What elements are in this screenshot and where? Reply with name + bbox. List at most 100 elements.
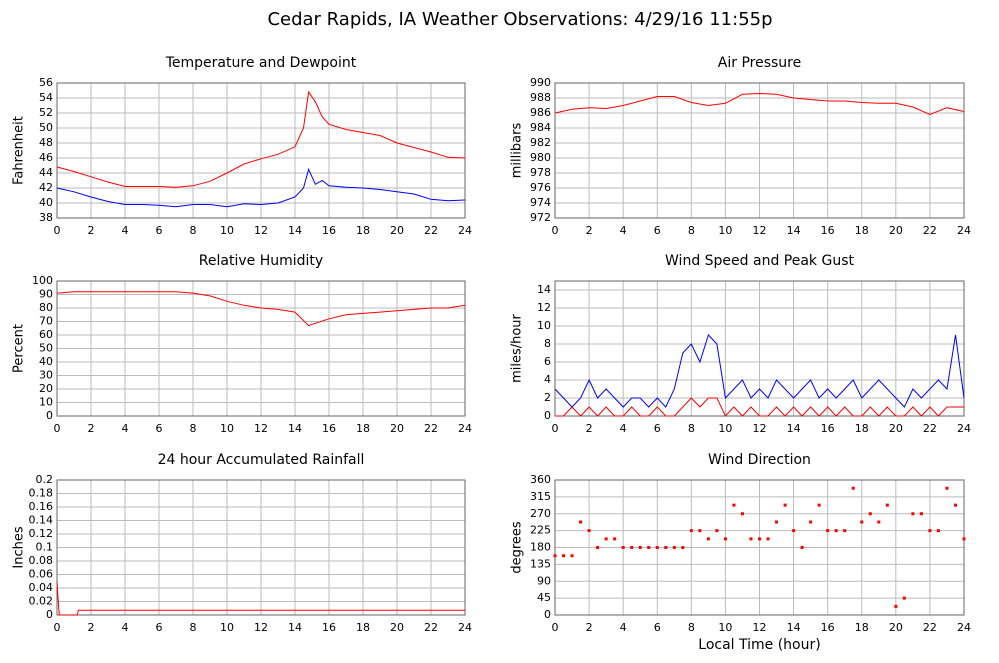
- x-tick-label: 2: [586, 422, 593, 435]
- y-tick-label: 20: [39, 382, 53, 395]
- x-tick-label: 14: [787, 422, 801, 435]
- data-line: [56, 90, 466, 188]
- y-tick-label: 38: [39, 211, 53, 224]
- y-tick-label: 80: [39, 301, 53, 314]
- x-tick-label: 24: [957, 621, 971, 634]
- y-tick-label: 0.06: [29, 568, 54, 581]
- data-point: [698, 529, 702, 533]
- data-point: [800, 546, 804, 549]
- x-tick-label: 8: [190, 224, 197, 237]
- y-axis-label: Percent: [12, 324, 27, 373]
- data-point: [945, 486, 949, 490]
- data-point: [621, 546, 625, 549]
- y-tick-label: 315: [530, 490, 551, 503]
- y-tick-label: 990: [530, 76, 551, 89]
- y-tick-label: 6: [544, 355, 551, 368]
- x-tick-label: 6: [654, 422, 661, 435]
- y-tick-label: 986: [530, 106, 551, 119]
- y-tick-label: 54: [39, 91, 53, 104]
- y-tick-label: 0.1: [36, 541, 54, 554]
- data-point: [792, 529, 796, 533]
- data-point: [723, 537, 727, 541]
- x-tick-label: 6: [654, 224, 661, 237]
- x-tick-label: 0: [54, 621, 61, 634]
- page-title: Cedar Rapids, IA Weather Observations: 4…: [267, 9, 772, 30]
- x-tick-label: 4: [620, 224, 627, 237]
- y-tick-label: 0.18: [29, 487, 54, 500]
- x-tick-label: 20: [889, 224, 903, 237]
- y-tick-label: 982: [530, 136, 551, 149]
- y-tick-label: 10: [39, 396, 53, 409]
- y-tick-label: 90: [537, 574, 551, 587]
- data-point: [596, 546, 600, 549]
- x-tick-label: 22: [424, 224, 438, 237]
- y-tick-label: 50: [39, 342, 53, 355]
- y-tick-label: 984: [530, 121, 551, 134]
- data-point: [928, 529, 932, 533]
- data-point: [766, 537, 770, 541]
- x-tick-label: 6: [156, 621, 163, 634]
- y-tick-label: 180: [530, 541, 551, 554]
- y-tick-label: 0: [544, 409, 551, 422]
- data-line: [554, 334, 965, 408]
- x-tick-label: 2: [586, 621, 593, 634]
- y-tick-label: 70: [39, 315, 53, 328]
- y-tick-label: 978: [530, 166, 551, 179]
- data-point: [851, 486, 855, 490]
- x-tick-label: 12: [753, 224, 767, 237]
- y-tick-label: 0: [46, 608, 53, 621]
- data-point: [868, 512, 872, 516]
- x-tick-label: 18: [855, 224, 869, 237]
- x-tick-label: 4: [122, 621, 129, 634]
- y-tick-label: 974: [530, 196, 551, 209]
- x-tick-label: 8: [190, 621, 197, 634]
- y-tick-label: 48: [39, 136, 53, 149]
- data-point: [604, 537, 608, 541]
- data-point: [809, 520, 813, 524]
- data-point: [894, 604, 898, 608]
- y-tick-label: 0.14: [29, 514, 54, 527]
- x-tick-label: 16: [821, 621, 835, 634]
- plot-border: [56, 280, 466, 417]
- x-tick-label: 4: [122, 224, 129, 237]
- y-tick-label: 0.08: [29, 554, 54, 567]
- data-point: [553, 554, 557, 558]
- y-tick-label: 976: [530, 181, 551, 194]
- x-tick-label: 12: [753, 422, 767, 435]
- chart-title: Temperature and Dewpoint: [165, 55, 357, 71]
- x-tick-label: 0: [552, 224, 559, 237]
- x-tick-label: 20: [390, 422, 404, 435]
- x-tick-label: 14: [787, 621, 801, 634]
- x-tick-label: 6: [156, 224, 163, 237]
- y-tick-label: 0: [46, 409, 53, 422]
- y-axis-label: Fahrenheit: [12, 116, 27, 185]
- x-tick-label: 24: [957, 224, 971, 237]
- x-tick-label: 0: [54, 422, 61, 435]
- x-tick-label: 20: [390, 621, 404, 634]
- x-tick-label: 12: [753, 621, 767, 634]
- data-line: [56, 167, 466, 208]
- x-tick-label: 0: [54, 224, 61, 237]
- data-point: [775, 520, 779, 524]
- x-tick-label: 18: [356, 224, 370, 237]
- data-point: [749, 537, 753, 541]
- y-tick-label: 56: [39, 76, 53, 89]
- y-tick-label: 0: [544, 608, 551, 621]
- data-point: [919, 512, 923, 516]
- data-line: [56, 581, 465, 616]
- x-tick-label: 22: [424, 621, 438, 634]
- data-point: [715, 529, 719, 533]
- x-tick-label: 22: [923, 224, 937, 237]
- x-tick-label: 12: [254, 224, 268, 237]
- x-tick-label: 22: [923, 422, 937, 435]
- chart-title: Wind Direction: [708, 452, 811, 468]
- y-tick-label: 4: [544, 373, 551, 386]
- y-tick-label: 2: [544, 391, 551, 404]
- data-point: [902, 596, 906, 600]
- data-point: [579, 520, 583, 524]
- data-point: [587, 529, 591, 533]
- y-axis-label: millibars: [510, 123, 525, 179]
- x-tick-label: 10: [220, 224, 234, 237]
- x-tick-label: 8: [190, 422, 197, 435]
